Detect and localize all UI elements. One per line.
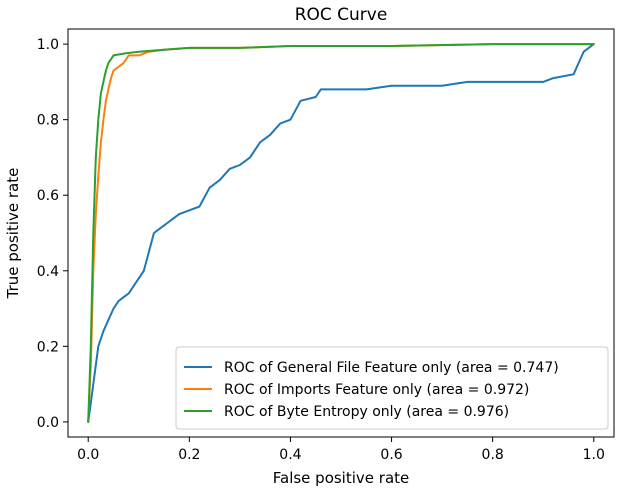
legend-box: [175, 346, 609, 430]
x-tick-label: 0.0: [77, 447, 99, 463]
x-tick-label: 0.2: [178, 447, 200, 463]
y-tick-label: 0.4: [37, 264, 59, 280]
legend: ROC of General File Feature only (area =…: [175, 346, 609, 430]
x-tick-label: 0.8: [482, 447, 504, 463]
general-file-feature-line: [87, 43, 595, 423]
y-tick-label: 0.2: [37, 339, 59, 355]
x-axis-ticks: 0.0 0.2 0.4 0.6 0.8 1.0: [77, 437, 605, 463]
chart-title: ROC Curve: [295, 5, 388, 25]
legend-entry-label: ROC of Byte Entropy only (area = 0.976): [224, 404, 509, 420]
x-tick-label: 1.0: [583, 447, 605, 463]
y-tick-label: 0.6: [37, 188, 59, 204]
byte-entropy-line: [87, 43, 595, 423]
y-tick-label: 1.0: [37, 37, 59, 53]
y-tick-label: 0.0: [37, 415, 59, 431]
x-tick-label: 0.4: [279, 447, 301, 463]
legend-entry-label: ROC of Imports Feature only (area = 0.97…: [224, 382, 529, 398]
plot-frame: [67, 28, 615, 438]
y-tick-label: 0.8: [37, 113, 59, 129]
y-axis-ticks: 0.0 0.2 0.4 0.6 0.8 1.0: [37, 37, 68, 431]
series-lines: [87, 43, 595, 423]
legend-entry-label: ROC of General File Feature only (area =…: [224, 360, 559, 376]
x-axis-label: False positive rate: [273, 469, 410, 487]
y-axis-label: True positive rate: [4, 168, 22, 300]
x-tick-label: 0.6: [380, 447, 402, 463]
